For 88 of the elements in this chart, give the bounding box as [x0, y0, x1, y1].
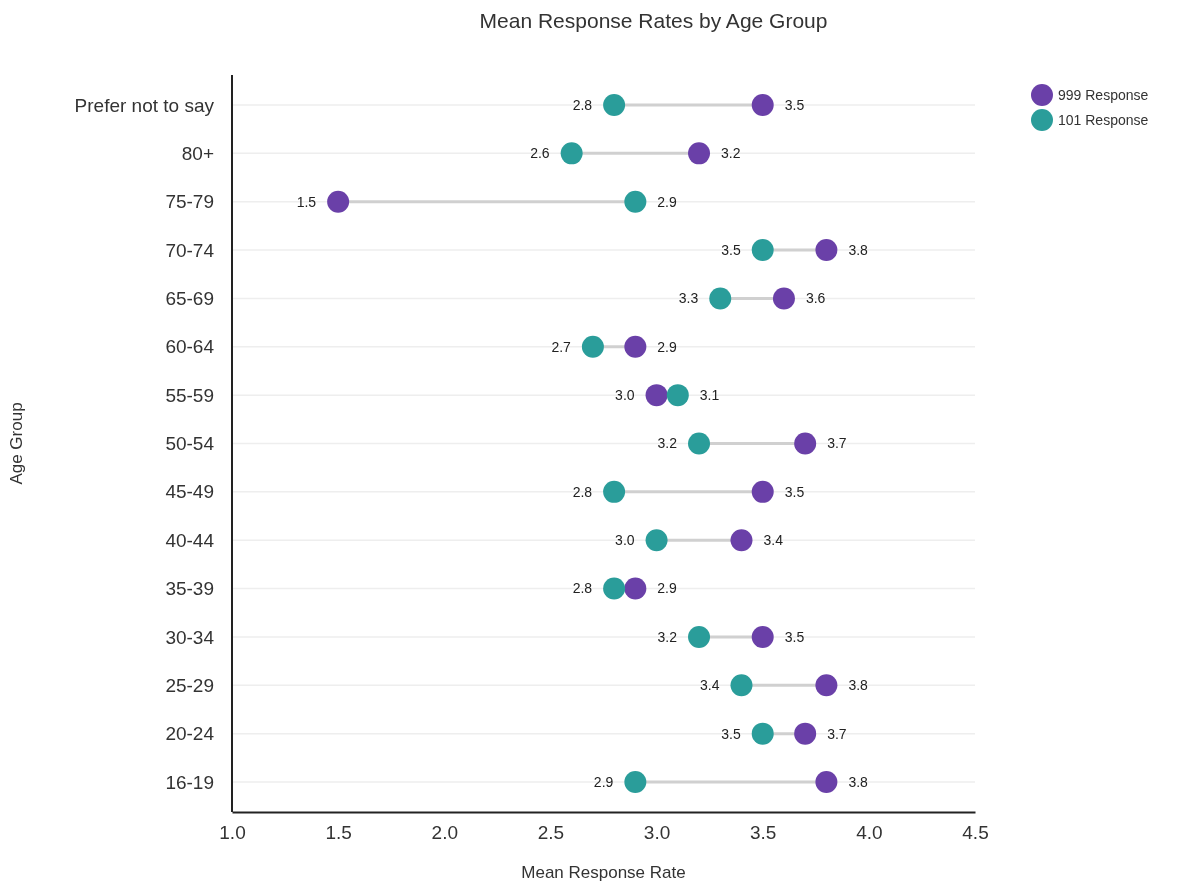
x-tick-label: 1.5 [325, 822, 352, 844]
y-tick-label: 30-34 [165, 626, 215, 648]
data-label: 2.8 [572, 483, 593, 500]
data-label: 3.2 [657, 628, 678, 645]
data-label: 3.8 [848, 773, 869, 790]
data-label: 3.5 [784, 96, 805, 113]
data-label: 2.9 [657, 580, 678, 597]
data-label: 3.6 [805, 290, 826, 307]
data-label: 3.3 [678, 290, 699, 307]
x-tick-label: 4.5 [962, 822, 989, 844]
point [730, 529, 753, 552]
y-tick-label: 20-24 [165, 723, 215, 745]
x-tick-label: 2.0 [431, 822, 458, 844]
chart-title: Mean Response Rates by Age Group [479, 9, 828, 32]
y-axis-title: Age Group [7, 402, 26, 485]
y-tick-label: 80+ [181, 142, 214, 164]
legend-label: 101 Response [1058, 111, 1149, 128]
point [815, 771, 838, 793]
x-tick-label: 4.0 [856, 822, 883, 844]
data-label: 2.8 [572, 580, 593, 597]
point [815, 674, 838, 697]
x-tick-label: 3.5 [750, 822, 777, 844]
point [772, 287, 795, 310]
y-tick-label: 45-49 [165, 481, 214, 503]
point [624, 190, 647, 213]
data-label: 2.9 [593, 773, 614, 790]
y-tick-label: 40-44 [165, 529, 215, 551]
data-label: 3.8 [848, 677, 869, 694]
x-tick-label: 2.5 [537, 822, 565, 844]
point [327, 190, 350, 213]
point [751, 239, 774, 262]
data-label: 3.4 [700, 677, 720, 694]
point [603, 480, 626, 503]
x-tick-label: 1.0 [219, 822, 246, 844]
point [709, 287, 732, 310]
y-tick-label: 75-79 [165, 191, 214, 213]
data-label: 3.1 [699, 387, 720, 404]
point [688, 625, 711, 648]
point [751, 625, 774, 648]
point [666, 384, 689, 407]
data-label: 3.5 [784, 483, 805, 500]
data-label: 2.8 [572, 96, 593, 113]
point [751, 480, 774, 503]
point [815, 239, 838, 262]
point [794, 722, 817, 745]
point [688, 432, 711, 455]
data-label: 2.9 [657, 193, 678, 210]
y-tick-label: 70-74 [165, 239, 215, 261]
y-tick-label: 50-54 [165, 433, 215, 455]
data-label: 3.7 [827, 725, 847, 742]
legend-label: 999 Response [1058, 86, 1149, 103]
data-label: 3.5 [784, 628, 805, 645]
point [751, 722, 774, 745]
data-label: 3.5 [721, 725, 741, 742]
data-label: 3.8 [848, 241, 869, 258]
point [603, 94, 626, 116]
x-tick-label: 3.0 [643, 822, 671, 844]
y-tick-label: 25-29 [165, 674, 214, 696]
point [688, 142, 711, 165]
y-tick-label: 60-64 [165, 336, 215, 358]
point [581, 335, 604, 358]
data-label: 3.2 [657, 435, 678, 452]
point [624, 577, 647, 600]
point [603, 577, 626, 600]
data-label: 3.0 [615, 532, 635, 549]
data-label: 2.9 [657, 338, 678, 355]
data-label: 3.5 [721, 241, 741, 258]
y-tick-label: 16-19 [165, 771, 214, 793]
y-tick-label: 35-39 [165, 578, 214, 600]
y-tick-label: 65-69 [165, 288, 214, 310]
data-label: 3.7 [827, 435, 847, 452]
data-label: 2.7 [551, 338, 572, 355]
point [730, 674, 753, 697]
point [751, 94, 774, 116]
y-tick-label: 55-59 [165, 384, 214, 406]
data-label: 3.2 [721, 145, 741, 162]
point [645, 384, 668, 407]
point [645, 529, 668, 552]
x-axis-title: Mean Response Rate [521, 863, 686, 882]
point [624, 771, 647, 793]
y-tick-label: Prefer not to say [74, 94, 215, 116]
data-label: 1.5 [296, 193, 317, 210]
point [560, 142, 583, 165]
data-label: 3.0 [615, 387, 635, 404]
data-label: 2.6 [530, 145, 550, 162]
point [794, 432, 817, 455]
point [624, 335, 647, 358]
data-label: 3.4 [763, 532, 784, 549]
